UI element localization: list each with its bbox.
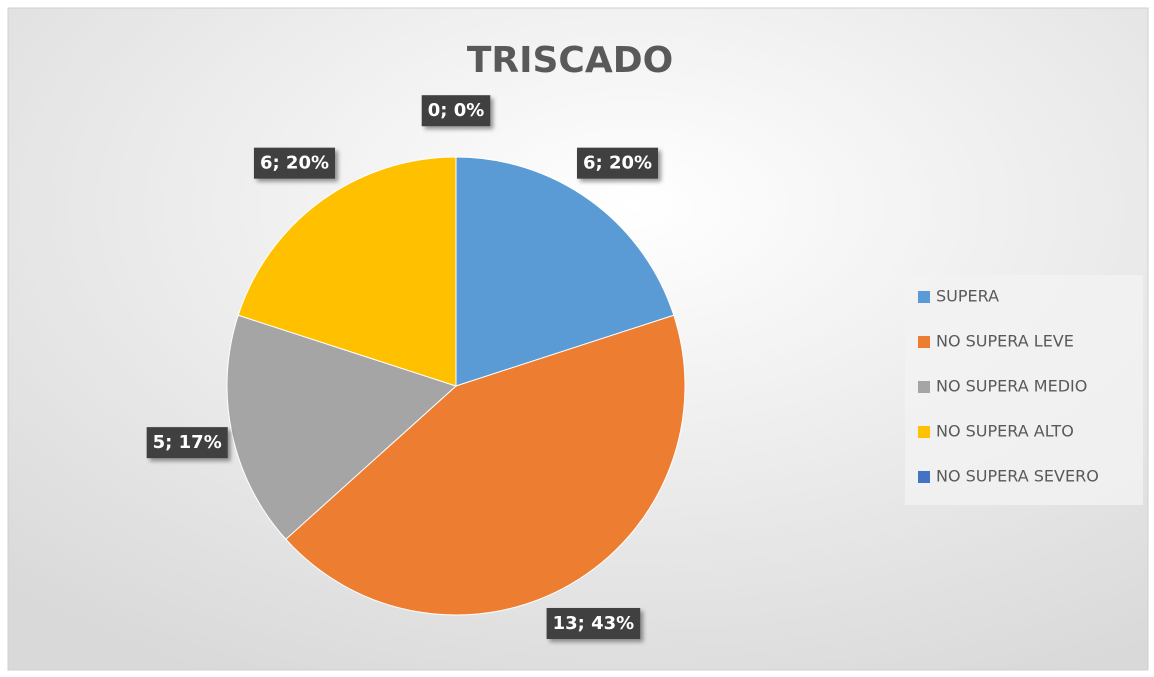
data-label: 13; 43% [553,613,635,634]
data-label: 5; 17% [153,432,222,453]
legend-label: NO SUPERA SEVERO [936,467,1099,486]
data-label-box [146,427,228,459]
data-label: 0; 0% [428,100,485,121]
legend-label: NO SUPERA ALTO [936,422,1074,441]
data-label: 6; 20% [260,153,329,174]
data-label-box [421,95,491,127]
legend-label: SUPERA [936,287,999,306]
data-label: 6; 20% [583,153,652,174]
legend-label: NO SUPERA LEVE [936,332,1074,351]
pie-slice [455,156,675,387]
data-label-box [576,147,659,179]
legend [905,275,1143,505]
pie-slice [226,314,457,540]
legend-swatch [918,291,930,303]
legend-label: NO SUPERA MEDIO [936,377,1087,396]
legend-swatch [918,381,930,393]
chart-title: TRISCADO [467,40,673,81]
legend-swatch [918,426,930,438]
pie-slice [285,314,686,616]
data-label-box [253,147,336,179]
data-label-box [546,607,641,639]
pie-slice [237,156,457,387]
legend-swatch [918,471,930,483]
legend-swatch [918,336,930,348]
